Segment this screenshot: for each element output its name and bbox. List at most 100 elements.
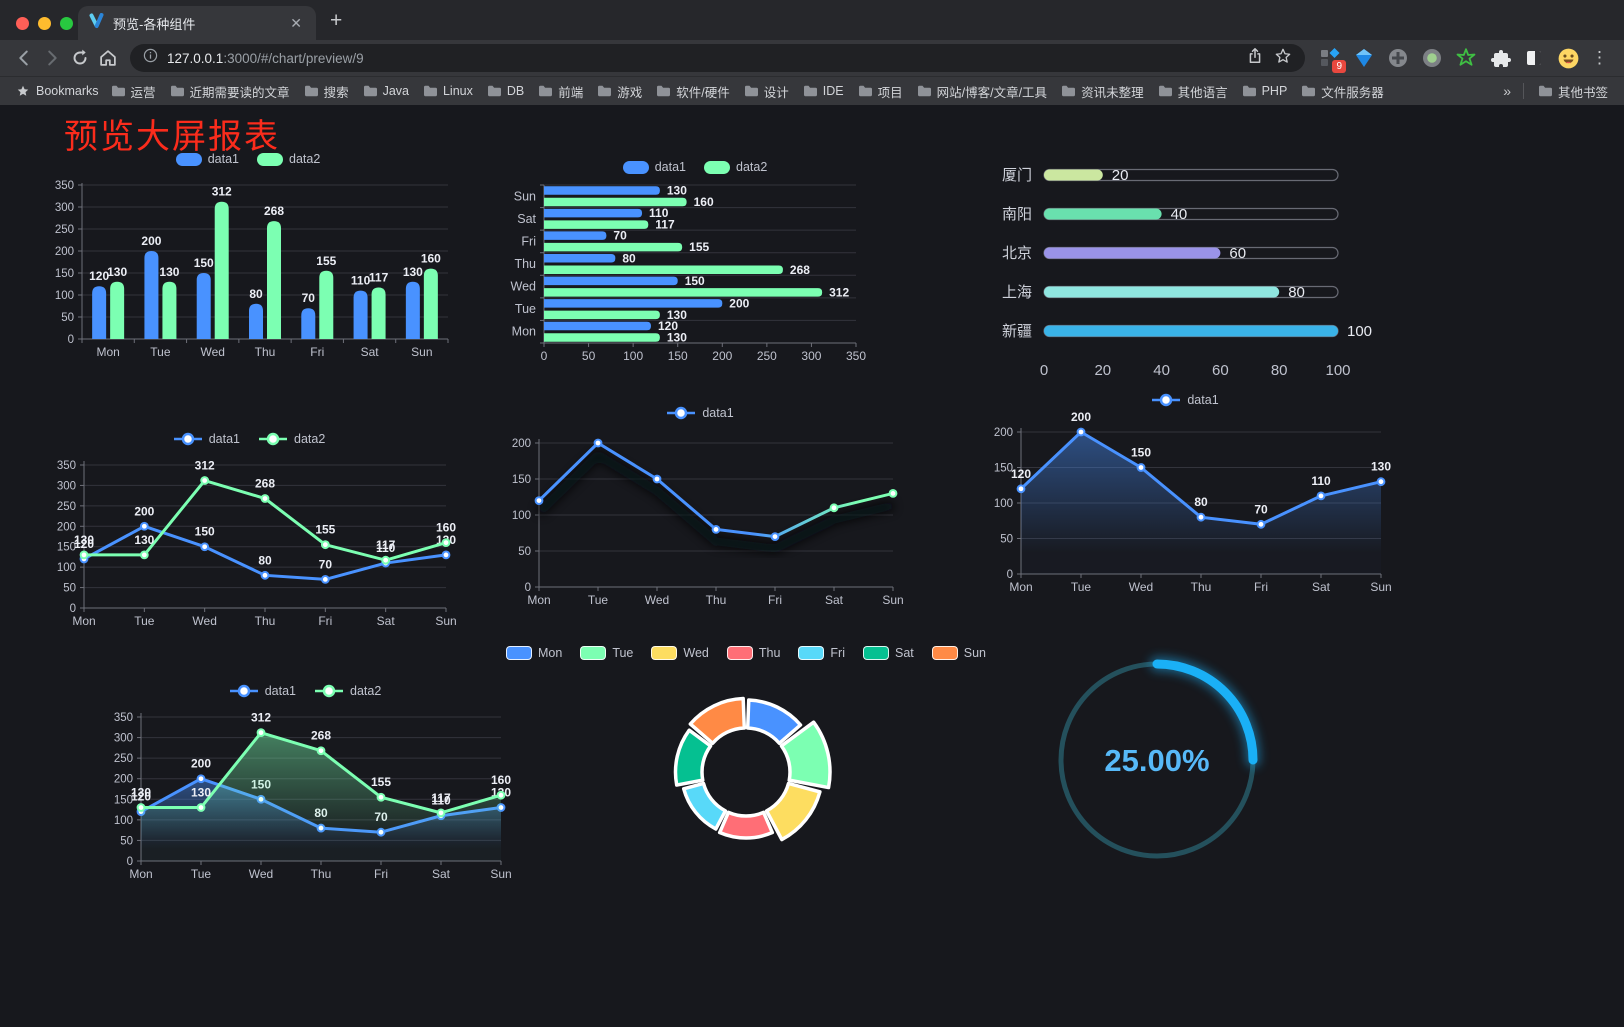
chart-legend: data1 data2	[500, 155, 890, 179]
chart-area-single[interactable]: data1 0 50 100 150 200 Mon Tue Wed Thu Fri Sat Sun 12…	[975, 388, 1395, 598]
legend-item-data2[interactable]: data2	[704, 160, 767, 174]
minimize-window-button[interactable]	[38, 17, 51, 30]
bookmark-folder[interactable]: 运营	[105, 79, 162, 104]
chart-gauge[interactable]: 25.00%	[1043, 643, 1271, 873]
browser-toolbar: 127.0.0.1:3000/#/chart/preview/9 9 ⋮	[0, 40, 1624, 76]
bookmarks-manager[interactable]: Bookmarks	[10, 81, 105, 101]
legend-item-Mon[interactable]: Mon	[505, 646, 562, 660]
bar-data2-Fri	[544, 242, 683, 252]
split-square-icon[interactable]	[1521, 45, 1547, 71]
svg-text:110: 110	[376, 541, 396, 555]
other-bookmarks-folder[interactable]: 其他书签	[1532, 79, 1614, 104]
bookmark-folder[interactable]: 网站/博客/文章/工具	[911, 79, 1053, 104]
legend-item-data1[interactable]: data1	[666, 406, 734, 420]
address-bar[interactable]: 127.0.0.1:3000/#/chart/preview/9	[130, 44, 1305, 72]
bookmark-folder[interactable]: Linux	[417, 81, 479, 101]
svg-text:Sat: Sat	[1312, 580, 1331, 594]
bar-data1-Sun	[544, 186, 660, 195]
fullscreen-window-button[interactable]	[60, 17, 73, 30]
svg-text:150: 150	[194, 256, 214, 270]
svg-text:200: 200	[55, 246, 74, 258]
puzzle-icon[interactable]	[1487, 45, 1513, 71]
progress-fill-厦门	[1044, 169, 1103, 181]
legend-item-data1[interactable]: data1	[175, 152, 239, 166]
svg-text:110: 110	[431, 794, 451, 808]
bookmark-folder[interactable]: Java	[357, 81, 415, 101]
new-tab-button[interactable]: +	[330, 9, 343, 32]
bookmark-folder[interactable]: 游戏	[591, 79, 648, 104]
bookmark-folder[interactable]: 其他语言	[1152, 79, 1234, 104]
window-titlebar: 预览-各种组件 ✕ +	[0, 0, 1624, 40]
tab-close-icon[interactable]: ✕	[290, 14, 302, 31]
chart-line-two-series[interactable]: data1 data2 0 50 100 150 200 250 300 350 Mon Tue Wed…	[38, 427, 460, 632]
legend-item-Fri[interactable]: Fri	[798, 646, 845, 660]
chart-line-gradient[interactable]: data1 0 50 100 150 200 Mon Tue Wed Thu Fri Sat Sun	[493, 401, 907, 611]
bookmark-folder[interactable]: 前端	[532, 79, 589, 104]
bookmark-folder[interactable]: DB	[481, 81, 530, 101]
site-info-icon[interactable]	[142, 47, 159, 69]
legend-item-data1[interactable]: data1	[622, 160, 686, 174]
bookmark-folder[interactable]: 项目	[852, 79, 909, 104]
svg-text:130: 130	[159, 265, 179, 279]
bookmark-folder[interactable]: 搜索	[298, 79, 355, 104]
bookmarks-right: » 其他书签	[1499, 79, 1614, 104]
emoji-icon[interactable]	[1555, 45, 1581, 71]
legend-item-data2[interactable]: data2	[314, 684, 381, 698]
chart-bar-grouped[interactable]: data1 data2 0 50 100 150 200 250 300 350 Mon 120 130…	[38, 147, 458, 363]
legend-item-data2[interactable]: data2	[258, 432, 325, 446]
bar-data1-Sun	[405, 281, 420, 339]
circle-dot-icon[interactable]	[1419, 45, 1445, 71]
legend-item-data1[interactable]: data1	[1151, 393, 1219, 407]
dashboard-page: 预览大屏报表 data1 data2 0 50 100 150 200 250 300 350 Mo…	[0, 105, 1624, 1027]
bookmark-star-icon[interactable]	[1273, 46, 1293, 71]
legend-item-Sun[interactable]: Sun	[931, 646, 986, 660]
legend-swatch	[863, 646, 889, 660]
url-text[interactable]: 127.0.0.1:3000/#/chart/preview/9	[167, 51, 364, 66]
legend-item-data1[interactable]: data1	[229, 684, 296, 698]
bar-data1-Mon	[544, 321, 651, 331]
legend-item-data1[interactable]: data1	[173, 432, 240, 446]
browser-tab[interactable]: 预览-各种组件 ✕	[78, 6, 316, 40]
chart-bar-horizontal[interactable]: data1 data2 0 50 100 150 200 250 300 350 Sun 130 160…	[500, 155, 890, 367]
window-controls	[16, 17, 73, 30]
svg-text:40: 40	[1153, 362, 1170, 379]
bookmark-folder[interactable]: 软件/硬件	[650, 79, 735, 104]
close-window-button[interactable]	[16, 17, 29, 30]
legend-item-Wed[interactable]: Wed	[651, 646, 709, 660]
svg-text:Thu: Thu	[255, 614, 276, 628]
legend-item-Thu[interactable]: Thu	[726, 646, 780, 660]
home-icon[interactable]	[94, 44, 122, 72]
vue-devtools-icon[interactable]	[1351, 45, 1377, 71]
browser-menu-icon[interactable]: ⋮	[1591, 48, 1608, 67]
back-icon[interactable]	[10, 44, 38, 72]
bookmark-folder[interactable]: PHP	[1236, 81, 1294, 101]
forward-icon[interactable]	[38, 44, 66, 72]
folder-icon	[539, 85, 553, 97]
point-data2	[256, 728, 266, 738]
point-data2	[376, 792, 386, 802]
chart-rose-pie[interactable]: Mon Tue Wed Thu Fri Sat Sun	[505, 641, 986, 867]
chart-line-two-area[interactable]: data1 data2 0 50 100 150 200 250 300 350 Mon Tue Wed…	[95, 679, 515, 885]
chart-progress-bars[interactable]: 厦门 20 南阳 40 北京 60 上海 80 新疆 100 0 20 40 60 80 100	[992, 157, 1376, 383]
bookmark-folder[interactable]: 文件服务器	[1295, 79, 1390, 104]
chart-legend: data1 data2	[38, 427, 460, 451]
share-icon[interactable]	[1245, 46, 1265, 71]
legend-item-data2[interactable]: data2	[257, 152, 320, 166]
svg-text:110: 110	[351, 274, 371, 288]
legend-item-Sat[interactable]: Sat	[863, 646, 914, 660]
svg-text:150: 150	[1131, 446, 1151, 460]
legend-item-Tue[interactable]: Tue	[580, 646, 633, 660]
refresh-icon[interactable]	[66, 44, 94, 72]
bookmark-folder[interactable]: 资讯未整理	[1055, 79, 1150, 104]
bookmarks-overflow-icon[interactable]: »	[1503, 83, 1511, 99]
extension-grid-icon[interactable]: 9	[1317, 45, 1346, 73]
green-star-icon[interactable]	[1453, 45, 1479, 71]
point-data2	[200, 476, 210, 485]
bookmark-folder[interactable]: 近期需要读的文章	[164, 79, 296, 104]
bookmark-folder[interactable]: 设计	[738, 79, 795, 104]
circle-cross-icon[interactable]	[1385, 45, 1411, 71]
bookmark-folder[interactable]: IDE	[797, 81, 850, 101]
point-data2	[441, 538, 451, 548]
bar-data2-Tue	[162, 281, 177, 339]
page-title: 预览大屏报表	[64, 118, 280, 156]
